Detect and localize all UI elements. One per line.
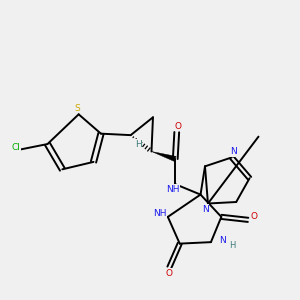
Text: H: H [135, 140, 142, 148]
Text: H: H [229, 241, 236, 250]
Text: N: N [219, 236, 226, 245]
Text: O: O [250, 212, 257, 221]
Text: Cl: Cl [12, 142, 21, 152]
Text: N: N [202, 205, 209, 214]
Text: N: N [230, 147, 237, 156]
Text: O: O [166, 269, 173, 278]
Text: S: S [74, 104, 80, 113]
Text: NH: NH [166, 185, 180, 194]
Text: O: O [175, 122, 182, 131]
Text: NH: NH [153, 209, 166, 218]
Polygon shape [152, 152, 176, 161]
